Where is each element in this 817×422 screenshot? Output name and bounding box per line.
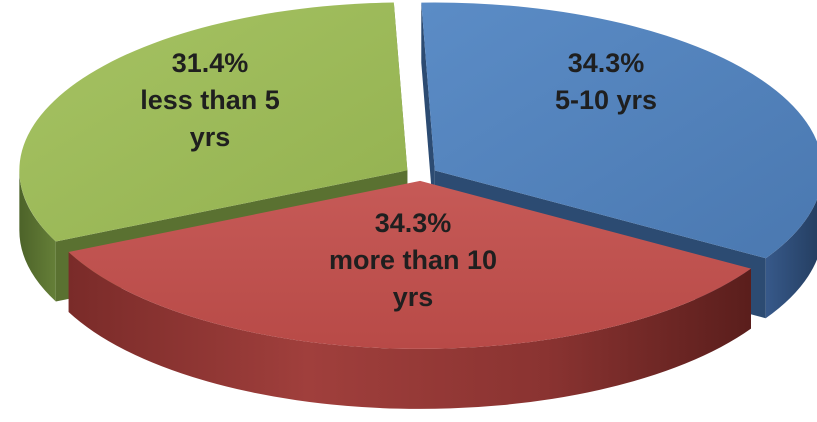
slice-category-label-2-1: yrs: [190, 122, 231, 152]
slice-category-label-1-1: yrs: [393, 282, 434, 312]
slice-category-label-0-0: 5-10 yrs: [555, 85, 657, 115]
slice-value-label-1: 34.3%: [375, 208, 452, 238]
pie-slice-2-top: [19, 2, 408, 242]
slice-label-1: 34.3% more than 10 yrs: [329, 208, 497, 312]
pie-slice-2-outer-side-0: [19, 170, 56, 302]
pie-slice-0-outer-side-0: [765, 199, 817, 319]
pie-slice-1-top: [68, 180, 751, 349]
pie-slice-0-top: [421, 2, 817, 259]
slice-label-0: 34.3% 5-10 yrs: [555, 48, 657, 115]
slice-value-label-2: 31.4%: [172, 48, 249, 78]
pie-slice-1-outer-side-0: [68, 252, 751, 409]
slice-category-label-1-0: more than 10: [329, 245, 497, 275]
slice-value-label-0: 34.3%: [568, 48, 645, 78]
pie-slice-0-cut-side-0: [421, 2, 435, 231]
slice-label-2: 31.4% less than 5 yrs: [140, 48, 280, 152]
pie-slice-1: [68, 180, 751, 409]
slice-category-label-2-0: less than 5: [140, 85, 280, 115]
